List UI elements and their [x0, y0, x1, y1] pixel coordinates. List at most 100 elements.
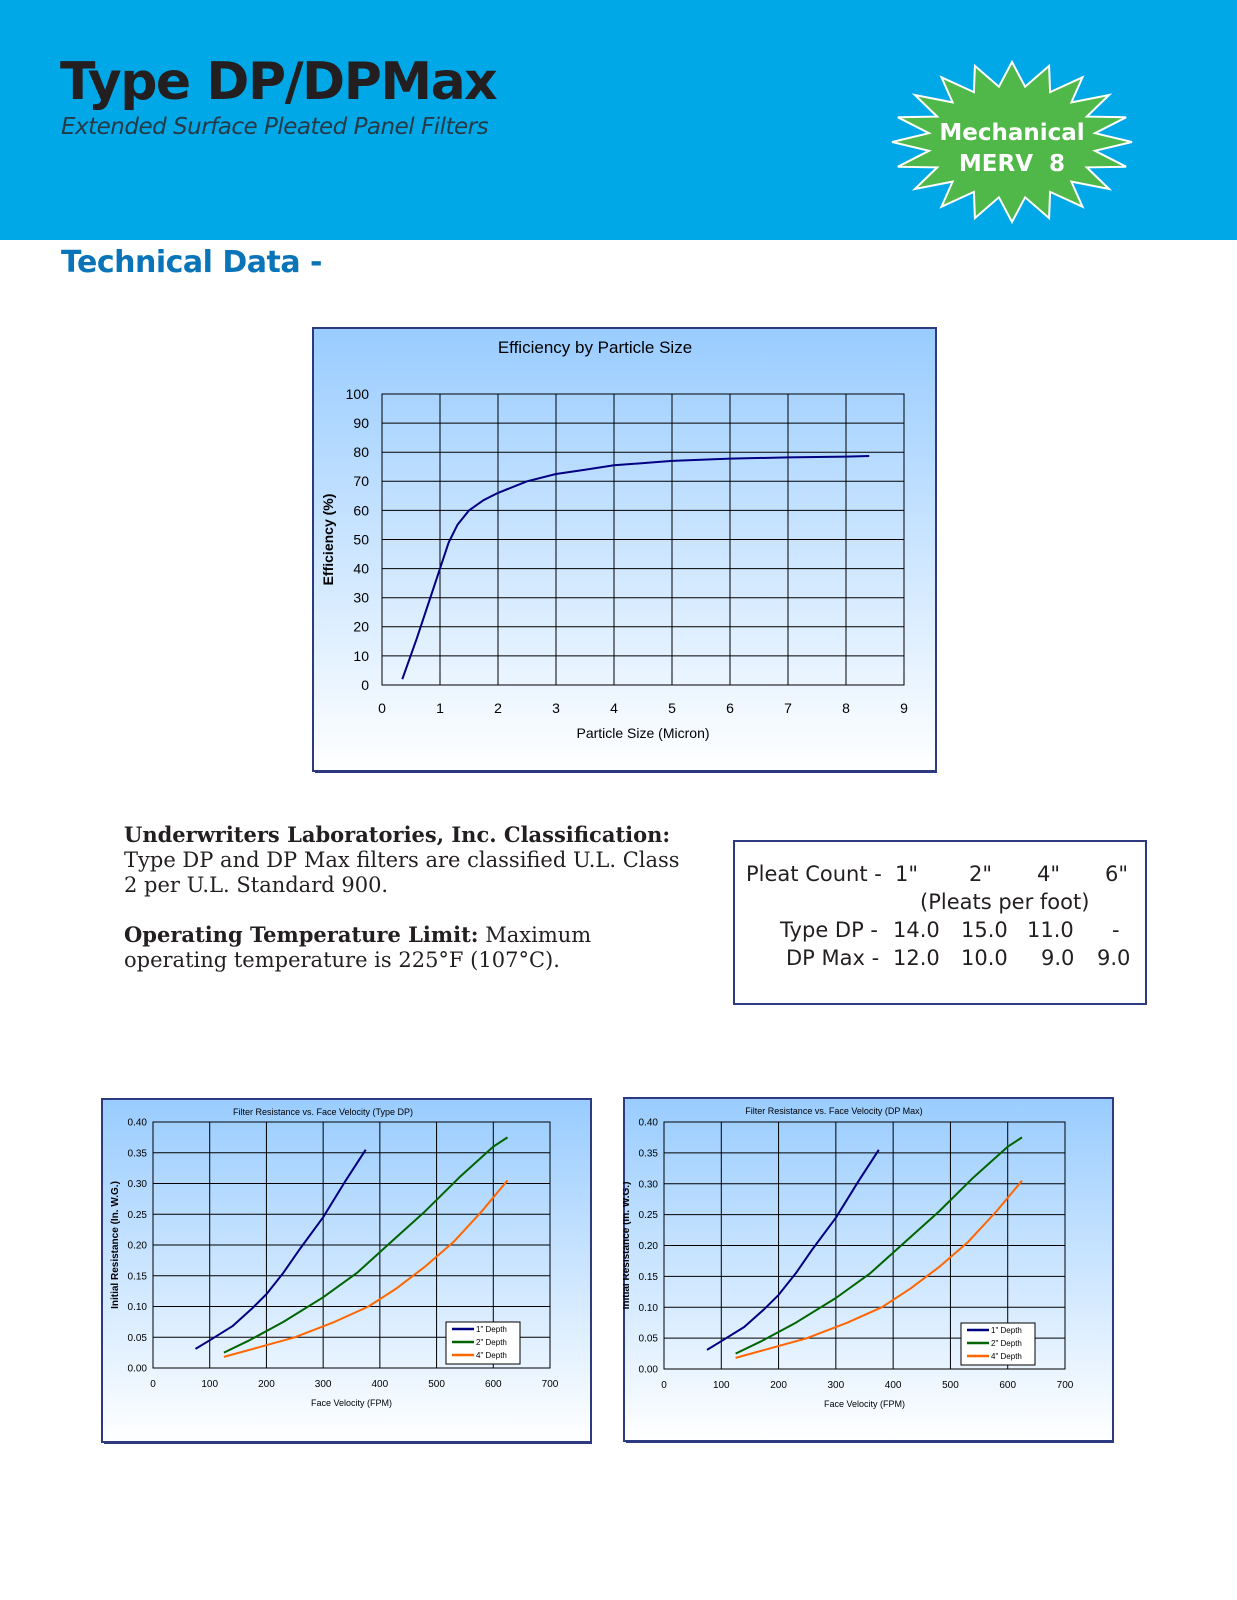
x-tick-label: 700 [1057, 1380, 1074, 1391]
y-tick-label: 0.40 [639, 1118, 659, 1129]
efficiency-chart: Efficiency by Particle Size 0 1 2 3 4 5 6 7 8 9 0 10… [312, 327, 938, 773]
x-tick-label: 200 [770, 1380, 787, 1391]
x-tick-label: 0 [661, 1380, 667, 1391]
x-tick-label: 400 [885, 1380, 902, 1391]
row-label-type-dp: Type DP - [780, 918, 878, 942]
table-cell: 11.0 [1027, 918, 1074, 942]
page-title: Type DP/DPMax [60, 52, 498, 112]
table-cell: 10.0 [961, 946, 1008, 970]
x-tick-label: 500 [428, 1379, 445, 1390]
legend-label: 2" Depth [476, 1338, 507, 1347]
x-tick-label: 700 [542, 1379, 559, 1390]
x-axis-label: Particle Size (Micron) [576, 725, 709, 741]
y-tick-label: 20 [353, 619, 369, 635]
y-tick-label: 70 [353, 473, 369, 489]
x-tick-label: 200 [258, 1379, 275, 1390]
table-cell: 15.0 [961, 918, 1008, 942]
temp-text: Maximum operating temperature is 225°F (… [124, 923, 592, 972]
x-tick-label: 6 [726, 700, 734, 716]
resistance-chart-dp-max-svg: Filter Resistance vs. Face Velocity (DP … [623, 1097, 1114, 1443]
x-tick-label: 600 [999, 1380, 1016, 1391]
x-tick-label: 3 [552, 700, 560, 716]
badge-line-1: Mechanical [939, 120, 1085, 146]
y-tick-label: 0.30 [128, 1179, 148, 1190]
x-tick-label: 500 [942, 1380, 959, 1391]
series-line [735, 1136, 1023, 1355]
chart-title: Filter Resistance vs. Face Velocity (DP … [745, 1106, 922, 1116]
y-tick-label: 40 [353, 561, 369, 577]
x-tick-label: 4 [610, 700, 618, 716]
x-tick-label: 9 [900, 700, 908, 716]
info-text: Underwriters Laboratories, Inc. Classifi… [124, 822, 684, 997]
ul-text: Type DP and DP Max filters are classifie… [124, 848, 680, 897]
x-tick-label: 0 [150, 1379, 156, 1390]
x-axis-label: Face Velocity (FPM) [824, 1399, 905, 1409]
y-tick-label: 0.05 [128, 1333, 148, 1344]
pleat-count-table: Pleat Count - 1" 2" 4" 6" (Pleats per fo… [733, 840, 1147, 1005]
page-subtitle: Extended Surface Pleated Panel Filters [61, 114, 489, 140]
y-tick-label: 60 [353, 502, 369, 518]
legend-label: 4" Depth [991, 1352, 1022, 1361]
x-tick-label: 600 [485, 1379, 502, 1390]
y-tick-label: 90 [353, 415, 369, 431]
temperature-limit: Operating Temperature Limit: Maximum ope… [124, 922, 684, 973]
x-tick-label: 300 [828, 1380, 845, 1391]
y-tick-label: 0.00 [128, 1364, 148, 1375]
y-tick-label: 0.10 [128, 1302, 148, 1313]
y-tick-label: 0.35 [128, 1148, 148, 1159]
ul-heading: Underwriters Laboratories, Inc. Classifi… [124, 822, 671, 847]
y-tick-label: 0.15 [128, 1271, 148, 1282]
chart-title: Efficiency by Particle Size [498, 338, 692, 357]
resistance-chart-type-dp-svg: Filter Resistance vs. Face Velocity (Typ… [101, 1098, 592, 1444]
y-tick-label: 0.35 [639, 1148, 659, 1159]
y-tick-label: 30 [353, 590, 369, 606]
y-axis-label: Initial Resistance (In. W.G.) [623, 1182, 632, 1310]
x-tick-label: 1 [436, 700, 444, 716]
badge-line-2: MERV 8 [958, 151, 1066, 177]
merv-badge-text: Mechanical MERV 8 [882, 118, 1142, 180]
y-tick-label: 100 [346, 386, 370, 402]
merv-starburst-badge [891, 60, 1133, 225]
chart-background [101, 1098, 592, 1443]
series-line [223, 1179, 509, 1358]
y-tick-label: 80 [353, 444, 369, 460]
x-tick-label: 100 [201, 1379, 218, 1390]
y-tick-label: 10 [353, 648, 369, 664]
y-tick-label: 0.00 [639, 1365, 659, 1376]
x-axis-label: Face Velocity (FPM) [311, 1398, 392, 1408]
pleat-count-label: Pleat Count - [746, 862, 882, 886]
depth-header: 2" [969, 862, 993, 886]
y-tick-label: 50 [353, 531, 369, 547]
y-tick-label: 0.20 [128, 1241, 148, 1252]
row-label-dp-max: DP Max - [786, 946, 880, 970]
y-tick-label: 0.25 [128, 1210, 148, 1221]
x-tick-label: 100 [713, 1380, 730, 1391]
table-cell: 12.0 [893, 946, 940, 970]
x-tick-label: 300 [315, 1379, 332, 1390]
legend-label: 1" Depth [991, 1326, 1022, 1335]
y-tick-label: 0 [361, 677, 369, 693]
chart-title: Filter Resistance vs. Face Velocity (Typ… [233, 1107, 413, 1117]
series-line [223, 1136, 509, 1354]
pleats-per-foot-unit: (Pleats per foot) [920, 890, 1090, 914]
table-cell: - [1112, 918, 1120, 942]
y-axis-label: Initial Resistance (In. W.G.) [110, 1181, 121, 1309]
y-tick-label: 0.20 [639, 1241, 659, 1252]
y-tick-label: 0.40 [128, 1118, 148, 1129]
temp-heading: Operating Temperature Limit: [124, 922, 479, 947]
x-tick-label: 7 [784, 700, 792, 716]
x-tick-label: 2 [494, 700, 502, 716]
x-tick-label: 8 [842, 700, 850, 716]
x-tick-label: 400 [372, 1379, 389, 1390]
legend-label: 2" Depth [991, 1339, 1022, 1348]
ul-classification: Underwriters Laboratories, Inc. Classifi… [124, 822, 684, 898]
table-cell: 9.0 [1097, 946, 1131, 970]
legend-label: 4" Depth [476, 1351, 507, 1360]
y-tick-label: 0.10 [639, 1303, 659, 1314]
depth-header: 4" [1037, 862, 1061, 886]
y-tick-label: 0.25 [639, 1210, 659, 1221]
chart-background [312, 327, 937, 772]
section-title: Technical Data - [61, 245, 323, 280]
y-axis-label: Efficiency (%) [320, 494, 336, 586]
